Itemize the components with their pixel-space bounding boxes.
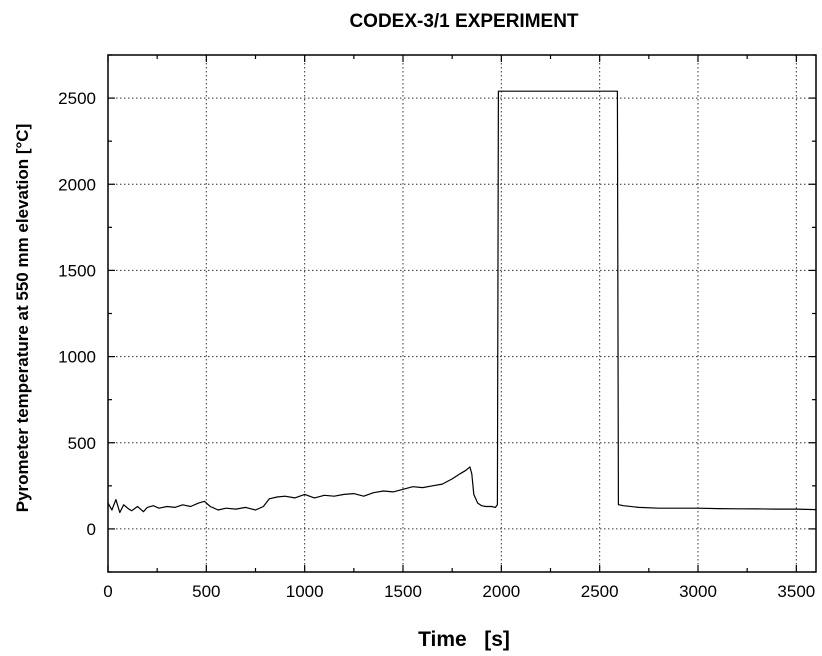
y-tick-label: 0	[87, 520, 96, 539]
x-tick-label: 1500	[384, 582, 422, 601]
axis-ticks: 0 500 1000 1500 2000 2500 3000 3500 0 500 1000 1500…	[58, 54, 816, 601]
x-tick-label: 3500	[777, 582, 815, 601]
x-tick-label: 3000	[679, 582, 717, 601]
y-tick-label: 1500	[58, 261, 96, 280]
x-tick-label: 1000	[286, 582, 324, 601]
x-tick-label: 2500	[581, 582, 619, 601]
x-axis-label: Time [s]	[418, 628, 510, 651]
series-line	[107, 90, 817, 514]
x-tick-label: 2000	[482, 582, 520, 601]
grid	[108, 55, 816, 572]
y-tick-label: 2500	[58, 89, 96, 108]
plot-frame	[107, 54, 817, 573]
y-tick-label: 500	[68, 434, 96, 453]
series-layer	[107, 90, 817, 514]
y-tick-label: 1000	[58, 348, 96, 367]
chart-title: CODEX-3/1 EXPERIMENT	[349, 11, 578, 32]
x-tick-label: 500	[192, 582, 220, 601]
y-axis-label: Pyrometer temperature at 550 mm elevatio…	[13, 124, 32, 513]
x-tick-label: 0	[103, 582, 112, 601]
y-tick-label: 2000	[58, 175, 96, 194]
